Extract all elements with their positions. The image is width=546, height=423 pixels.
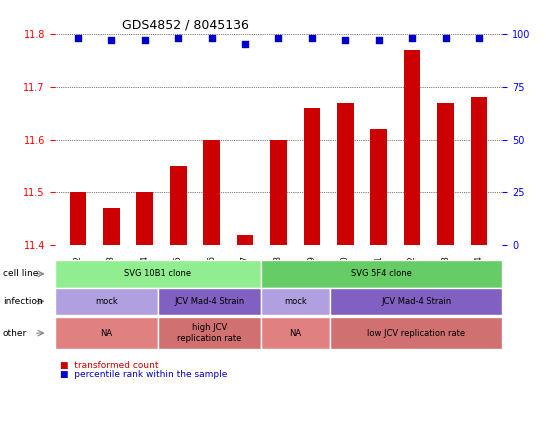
Text: infection: infection	[3, 297, 43, 306]
Bar	[304, 108, 320, 245]
Bar	[471, 97, 487, 245]
Text: JCV Mad-4 Strain: JCV Mad-4 Strain	[175, 297, 245, 306]
Text: JCV Mad-4 Strain: JCV Mad-4 Strain	[381, 297, 452, 306]
Point	[341, 37, 349, 44]
Point	[375, 37, 383, 44]
Text: high JCV
replication rate: high JCV replication rate	[177, 324, 242, 343]
Bar	[437, 102, 454, 245]
Bar	[70, 192, 86, 245]
Point	[107, 37, 116, 44]
Text: NA: NA	[100, 329, 112, 338]
Point	[274, 35, 283, 41]
Point	[174, 35, 182, 41]
Point	[241, 41, 250, 48]
Text: other: other	[3, 329, 27, 338]
Bar	[203, 140, 220, 245]
Point	[140, 37, 149, 44]
Text: mock: mock	[284, 297, 307, 306]
Text: ■  transformed count: ■ transformed count	[60, 361, 158, 371]
Bar	[270, 140, 287, 245]
Bar	[103, 208, 120, 245]
Bar	[136, 192, 153, 245]
Bar	[403, 49, 420, 245]
Point	[408, 35, 417, 41]
Point	[474, 35, 483, 41]
Bar	[370, 129, 387, 245]
Point	[207, 35, 216, 41]
Bar	[170, 166, 187, 245]
Text: SVG 10B1 clone: SVG 10B1 clone	[124, 269, 192, 278]
Text: NA: NA	[289, 329, 302, 338]
Bar	[237, 235, 253, 245]
Text: ■  percentile rank within the sample: ■ percentile rank within the sample	[60, 370, 228, 379]
Point	[441, 35, 450, 41]
Text: GDS4852 / 8045136: GDS4852 / 8045136	[122, 18, 248, 31]
Text: SVG 5F4 clone: SVG 5F4 clone	[351, 269, 412, 278]
Point	[74, 35, 82, 41]
Point	[307, 35, 316, 41]
Bar	[337, 102, 354, 245]
Text: low JCV replication rate: low JCV replication rate	[367, 329, 465, 338]
Text: mock: mock	[95, 297, 117, 306]
Text: cell line: cell line	[3, 269, 38, 278]
